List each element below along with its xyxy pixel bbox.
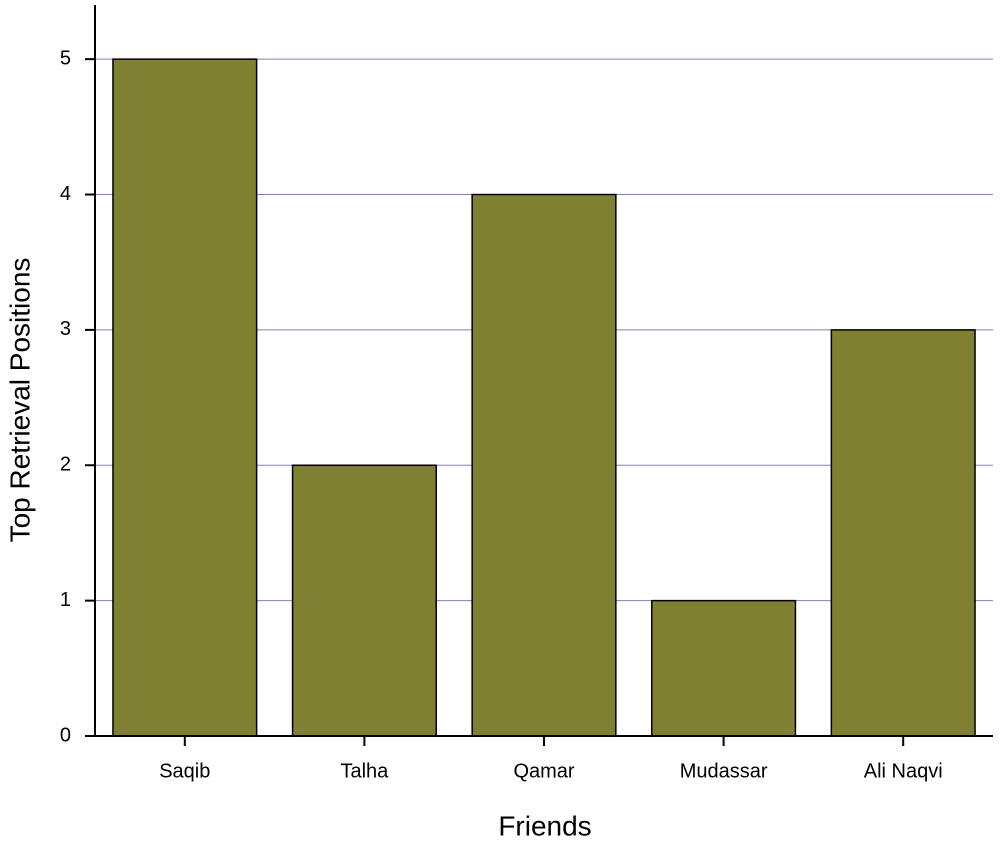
- y-axis-title: Top Retrieval Positions: [4, 258, 35, 543]
- y-tick-label: 5: [60, 47, 71, 69]
- y-tick-label: 0: [60, 724, 71, 746]
- y-tick-label: 3: [60, 318, 71, 340]
- bar: [112, 58, 258, 737]
- y-tick-label: 1: [60, 589, 71, 611]
- bar: [471, 193, 617, 737]
- x-tick-label: Qamar: [513, 760, 574, 782]
- x-axis-title: Friends: [498, 810, 591, 841]
- bar: [291, 464, 437, 737]
- x-tick-label: Talha: [340, 760, 389, 782]
- bar: [830, 329, 976, 737]
- y-tick-label: 2: [60, 454, 71, 476]
- x-tick-label: Mudassar: [680, 760, 768, 782]
- x-tick-label: Ali Naqvi: [864, 760, 943, 782]
- bar: [651, 599, 797, 737]
- x-tick-label: Saqib: [159, 760, 210, 782]
- y-tick-label: 4: [60, 183, 71, 205]
